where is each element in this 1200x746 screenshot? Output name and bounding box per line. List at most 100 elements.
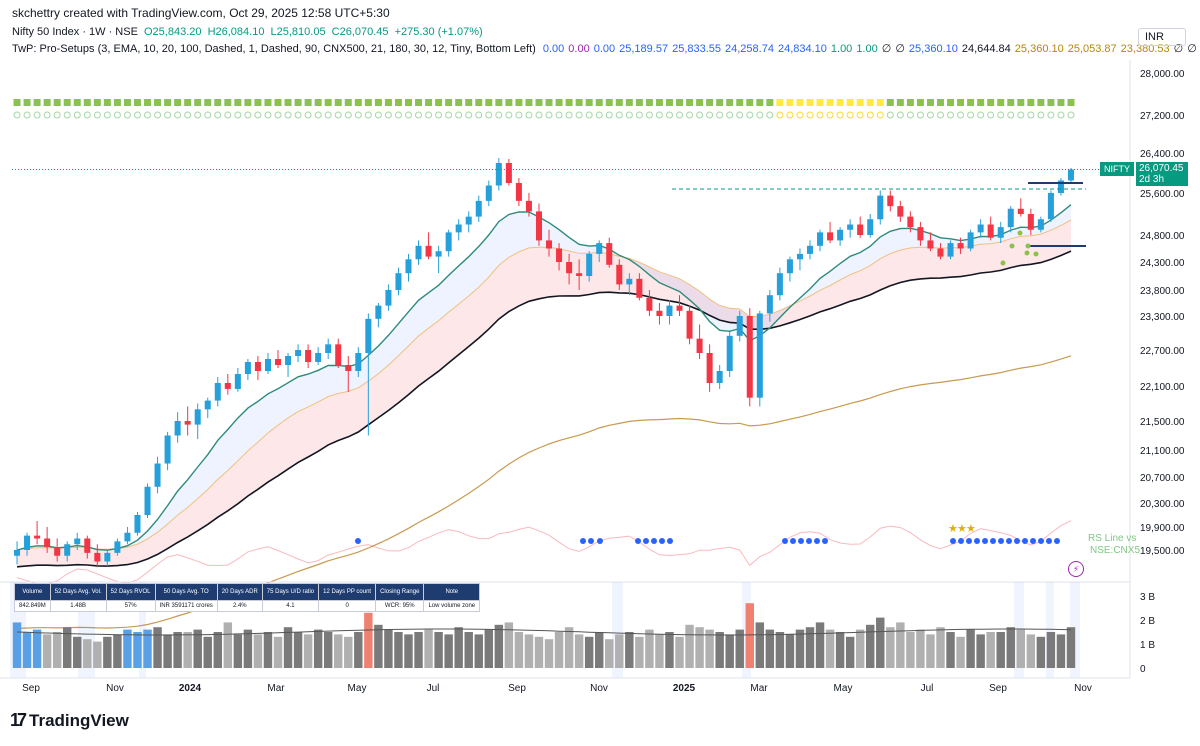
blue-signal-dot [588,538,594,544]
signal-square [33,99,41,106]
signal-square [1017,99,1025,106]
volume-bar [805,627,815,668]
signal-circle [374,111,382,119]
indicator-name[interactable]: TwP: Pro-Setups (3, EMA, 10, 20, 100, Da… [12,43,536,55]
blue-signal-dot [814,538,820,544]
lightning-icon[interactable]: ⚡ [1068,561,1084,577]
signal-square [394,99,402,106]
volume-bar [825,629,835,668]
candle-body [556,248,563,262]
candle-body [837,229,844,241]
signal-circle [445,111,453,119]
signal-square [635,99,643,106]
star-icon: ★ [957,523,967,535]
signal-circle [174,111,182,119]
volume-bar [1066,627,1076,668]
signal-circle [505,111,513,119]
volume-bar [143,629,152,668]
x-tick-label: Nov [590,683,608,694]
signal-square [696,99,704,106]
signal-square [565,99,573,106]
blue-signal-dot [966,538,972,544]
signal-square [314,99,322,106]
indicator-value: 25,189.57 [619,43,669,55]
candle-body [355,353,362,371]
candle-body [1037,219,1044,230]
candle-body [646,297,653,311]
signal-circle [1017,111,1025,119]
candle-body [867,219,874,235]
currency-selector[interactable]: INR [1138,28,1186,46]
blue-signal-dot [580,538,586,544]
blue-signal-dot [998,538,1004,544]
volume-bar [755,622,765,668]
stats-value-cell: INR 3591171 crores [154,600,218,612]
signal-circle [184,111,192,119]
signal-circle [886,111,894,119]
signal-square [43,99,51,106]
indicator-value: 0.00 [542,43,565,55]
signal-square [103,99,111,106]
signal-circle [746,111,754,119]
signal-circle [957,111,965,119]
volume-bar [444,634,453,668]
rs-line [16,520,1072,585]
stats-table-header: Volume 52 Days Avg. Vol. 52 Days RVOL 50 Da… [14,583,481,601]
volume-bar [323,632,333,668]
candle-body [204,400,211,410]
candle-body [636,278,643,298]
signal-square [776,99,784,106]
signal-circle [515,111,523,119]
signal-square [816,99,824,106]
signal-square [415,99,423,106]
tradingview-logo[interactable]: 17 TradingView [10,710,129,731]
volume-bar [404,634,413,668]
candle-body [1007,208,1014,228]
signal-circle [575,111,583,119]
volume-bar [364,612,373,668]
signal-square [83,99,91,106]
candle-body [365,318,372,353]
signal-circle [204,111,212,119]
setup-dot [1009,243,1015,249]
candle-body [566,262,573,274]
volume-bar [474,634,483,668]
candle-body [325,344,332,353]
stats-header-cell: 50 Days Avg. TO [154,583,218,601]
signal-square [244,99,252,106]
stats-value-cell: WCR: 95% [375,600,425,612]
y-tick-label: 23,300.00 [1140,312,1185,323]
candle-body [535,211,542,241]
candle-body [485,185,492,201]
candle-body [144,486,151,515]
volume-bar [916,629,925,668]
volume-bar [795,629,805,668]
indicator-value: ∅ [881,43,892,55]
y-tick-label: 24,800.00 [1140,231,1185,242]
signal-square [184,99,192,106]
signal-square [475,99,483,106]
candle-body [887,195,894,207]
stats-header-cell: 20 Days ADR [216,583,263,601]
volume-tick-label: 1 B [1140,640,1155,651]
sma-line [16,250,1072,568]
volume-bar [936,627,945,668]
candle-body [84,538,91,553]
setup-dot [1024,250,1030,256]
candle-body [14,550,21,556]
candle-body [907,216,914,228]
signal-square [615,99,623,106]
candle-body [295,350,302,356]
signal-square [1057,99,1065,106]
candle-body [104,552,111,562]
candle-body [726,335,733,371]
candle-body [967,232,974,249]
symbol-interval[interactable]: Nifty 50 Index · 1W · NSE [12,26,138,38]
candle-body [756,313,763,398]
signal-square [344,99,352,106]
signal-circle [947,111,955,119]
signal-circle [545,111,553,119]
signal-square [63,99,71,106]
signal-square [1027,99,1035,106]
